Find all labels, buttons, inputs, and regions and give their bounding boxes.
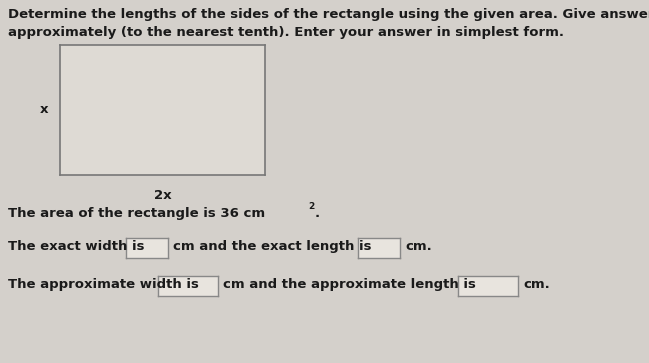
Text: 2x: 2x bbox=[154, 189, 171, 202]
Text: .: . bbox=[315, 207, 320, 220]
Text: The area of the rectangle is 36 cm: The area of the rectangle is 36 cm bbox=[8, 207, 265, 220]
Text: cm and the approximate length is: cm and the approximate length is bbox=[223, 278, 476, 291]
Text: cm.: cm. bbox=[523, 278, 550, 291]
Text: 2: 2 bbox=[308, 202, 314, 211]
Text: cm and the exact length is: cm and the exact length is bbox=[173, 240, 371, 253]
Text: cm.: cm. bbox=[405, 240, 432, 253]
Text: x: x bbox=[40, 103, 48, 117]
Text: The approximate width is: The approximate width is bbox=[8, 278, 199, 291]
Text: The exact width is: The exact width is bbox=[8, 240, 145, 253]
Text: approximately (to the nearest tenth). Enter your answer in simplest form.: approximately (to the nearest tenth). En… bbox=[8, 26, 564, 39]
Text: Determine the lengths of the sides of the rectangle using the given area. Give a: Determine the lengths of the sides of th… bbox=[8, 8, 649, 21]
